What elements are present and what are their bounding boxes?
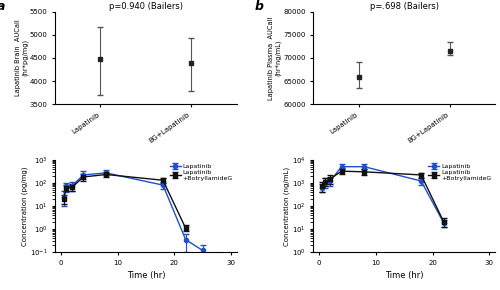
Legend: Lapatinib, Lapatinib
+BotryllamideG: Lapatinib, Lapatinib +BotryllamideG [169,163,234,182]
Y-axis label: Concentration (pg/mg): Concentration (pg/mg) [22,166,29,246]
Y-axis label: Concentration (ng/mL): Concentration (ng/mL) [284,166,290,246]
Y-axis label: Lapatinib Plasma  AUCall
(hr*ng/mL): Lapatinib Plasma AUCall (hr*ng/mL) [268,16,281,99]
X-axis label: Time (hr): Time (hr) [126,271,165,280]
Title: p=0.940 (Bailers): p=0.940 (Bailers) [109,2,183,11]
Legend: Lapatinib, Lapatinib
+BotryllamideG: Lapatinib, Lapatinib +BotryllamideG [427,163,492,182]
Y-axis label: Lapatinib Brain  AUCall
(hr*pg/mg): Lapatinib Brain AUCall (hr*pg/mg) [14,19,28,96]
Text: a: a [0,1,5,14]
Title: p=.698 (Bailers): p=.698 (Bailers) [370,2,438,11]
X-axis label: Time (hr): Time (hr) [385,271,424,280]
Text: b: b [255,1,264,14]
